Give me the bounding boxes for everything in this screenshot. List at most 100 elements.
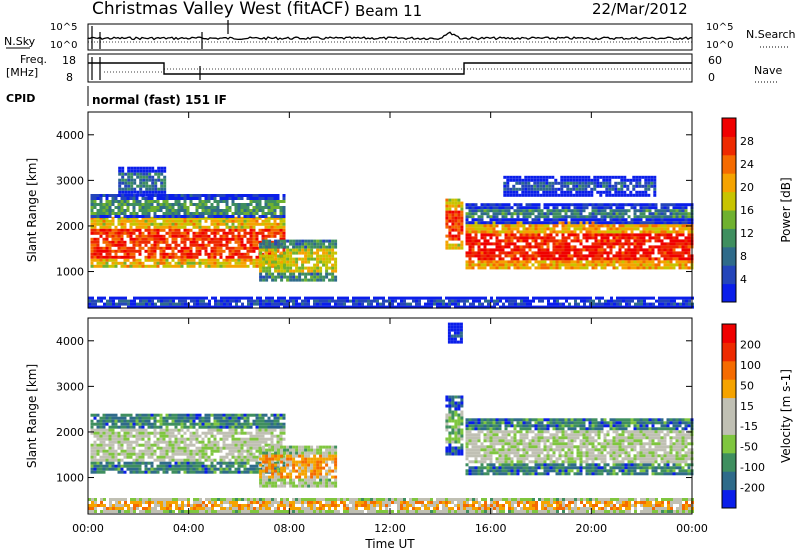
data-cell — [536, 184, 540, 188]
data-cell — [192, 203, 196, 206]
data-cell — [237, 228, 241, 232]
data-cell — [591, 266, 595, 270]
data-cell — [201, 200, 205, 203]
data-cell — [522, 233, 526, 237]
data-cell — [316, 302, 319, 306]
data-cell — [298, 302, 301, 306]
data-cell — [273, 225, 277, 229]
data-cell — [642, 212, 646, 216]
data-cell — [90, 249, 94, 253]
data-cell — [495, 230, 499, 234]
data-cell — [319, 305, 322, 309]
data-cell — [105, 249, 109, 253]
data-cell — [580, 305, 583, 309]
data-cell — [183, 231, 187, 235]
data-cell — [328, 245, 332, 249]
data-cell — [567, 260, 571, 264]
data-cell — [588, 233, 592, 237]
data-cell — [222, 200, 226, 203]
data-cell — [271, 272, 275, 276]
data-cell — [147, 234, 151, 238]
data-cell — [90, 258, 94, 262]
data-cell — [492, 218, 496, 222]
data-cell — [132, 206, 136, 209]
data-cell — [522, 206, 526, 210]
data-cell — [379, 296, 382, 300]
data-cell — [579, 242, 583, 246]
data-cell — [117, 255, 121, 259]
data-cell — [90, 197, 94, 200]
data-cell — [123, 422, 127, 426]
data-cell — [635, 193, 639, 197]
noise-tick-left-bottom: 10^0 — [50, 40, 77, 51]
data-cell — [118, 305, 121, 309]
freq-tick-top: 18 — [62, 54, 76, 67]
data-cell — [534, 236, 538, 240]
data-cell — [108, 240, 112, 244]
data-cell — [376, 302, 379, 306]
data-cell — [268, 302, 271, 306]
data-cell — [585, 203, 589, 207]
data-cell — [487, 305, 490, 309]
data-cell — [570, 254, 574, 258]
data-cell — [621, 242, 625, 246]
data-cell — [687, 236, 691, 240]
data-cell — [126, 228, 130, 232]
data-cell — [536, 178, 540, 182]
data-cell — [501, 266, 505, 270]
data-cell — [558, 239, 562, 243]
data-cell — [611, 184, 615, 188]
data-cell — [145, 169, 149, 173]
colorbar-tick-label: 24 — [740, 158, 754, 171]
data-cell — [531, 224, 535, 228]
data-cell — [687, 257, 691, 261]
data-cell — [162, 240, 166, 244]
data-cell — [219, 228, 223, 232]
data-cell — [156, 419, 160, 423]
data-cell — [561, 206, 565, 210]
data-cell — [216, 237, 220, 241]
data-cell — [174, 222, 178, 226]
data-cell — [433, 299, 436, 303]
data-cell — [153, 219, 157, 223]
data-cell — [522, 212, 526, 216]
data-cell — [183, 212, 187, 215]
data-cell — [160, 181, 164, 185]
data-cell — [150, 425, 154, 429]
data-cell — [141, 209, 145, 212]
data-cell — [222, 258, 226, 262]
data-cell — [566, 178, 570, 182]
data-cell — [111, 434, 115, 438]
data-cell — [93, 206, 97, 209]
data-cell — [624, 218, 628, 222]
data-cell — [310, 251, 314, 255]
data-cell — [277, 239, 281, 243]
data-cell — [147, 455, 151, 459]
data-cell — [132, 237, 136, 241]
data-cell — [516, 215, 520, 219]
data-cell — [150, 197, 154, 200]
data-cell — [657, 218, 661, 222]
data-cell — [201, 212, 205, 215]
data-cell — [626, 184, 630, 188]
data-cell — [642, 266, 646, 270]
data-cell — [219, 222, 223, 226]
data-cell — [198, 206, 202, 209]
data-cell — [117, 228, 121, 232]
data-cell — [584, 178, 588, 182]
data-cell — [684, 203, 688, 207]
data-cell — [108, 431, 112, 435]
data-cell — [198, 228, 202, 232]
data-cell — [135, 219, 139, 223]
data-cell — [135, 225, 139, 229]
data-cell — [102, 464, 106, 468]
data-cell — [541, 305, 544, 309]
data-cell — [477, 242, 481, 246]
data-cell — [139, 302, 142, 306]
data-cell — [177, 234, 181, 238]
data-cell — [162, 461, 166, 465]
data-cell — [219, 219, 223, 223]
data-cell — [514, 302, 517, 306]
data-cell — [142, 193, 146, 197]
data-cell — [430, 299, 433, 303]
